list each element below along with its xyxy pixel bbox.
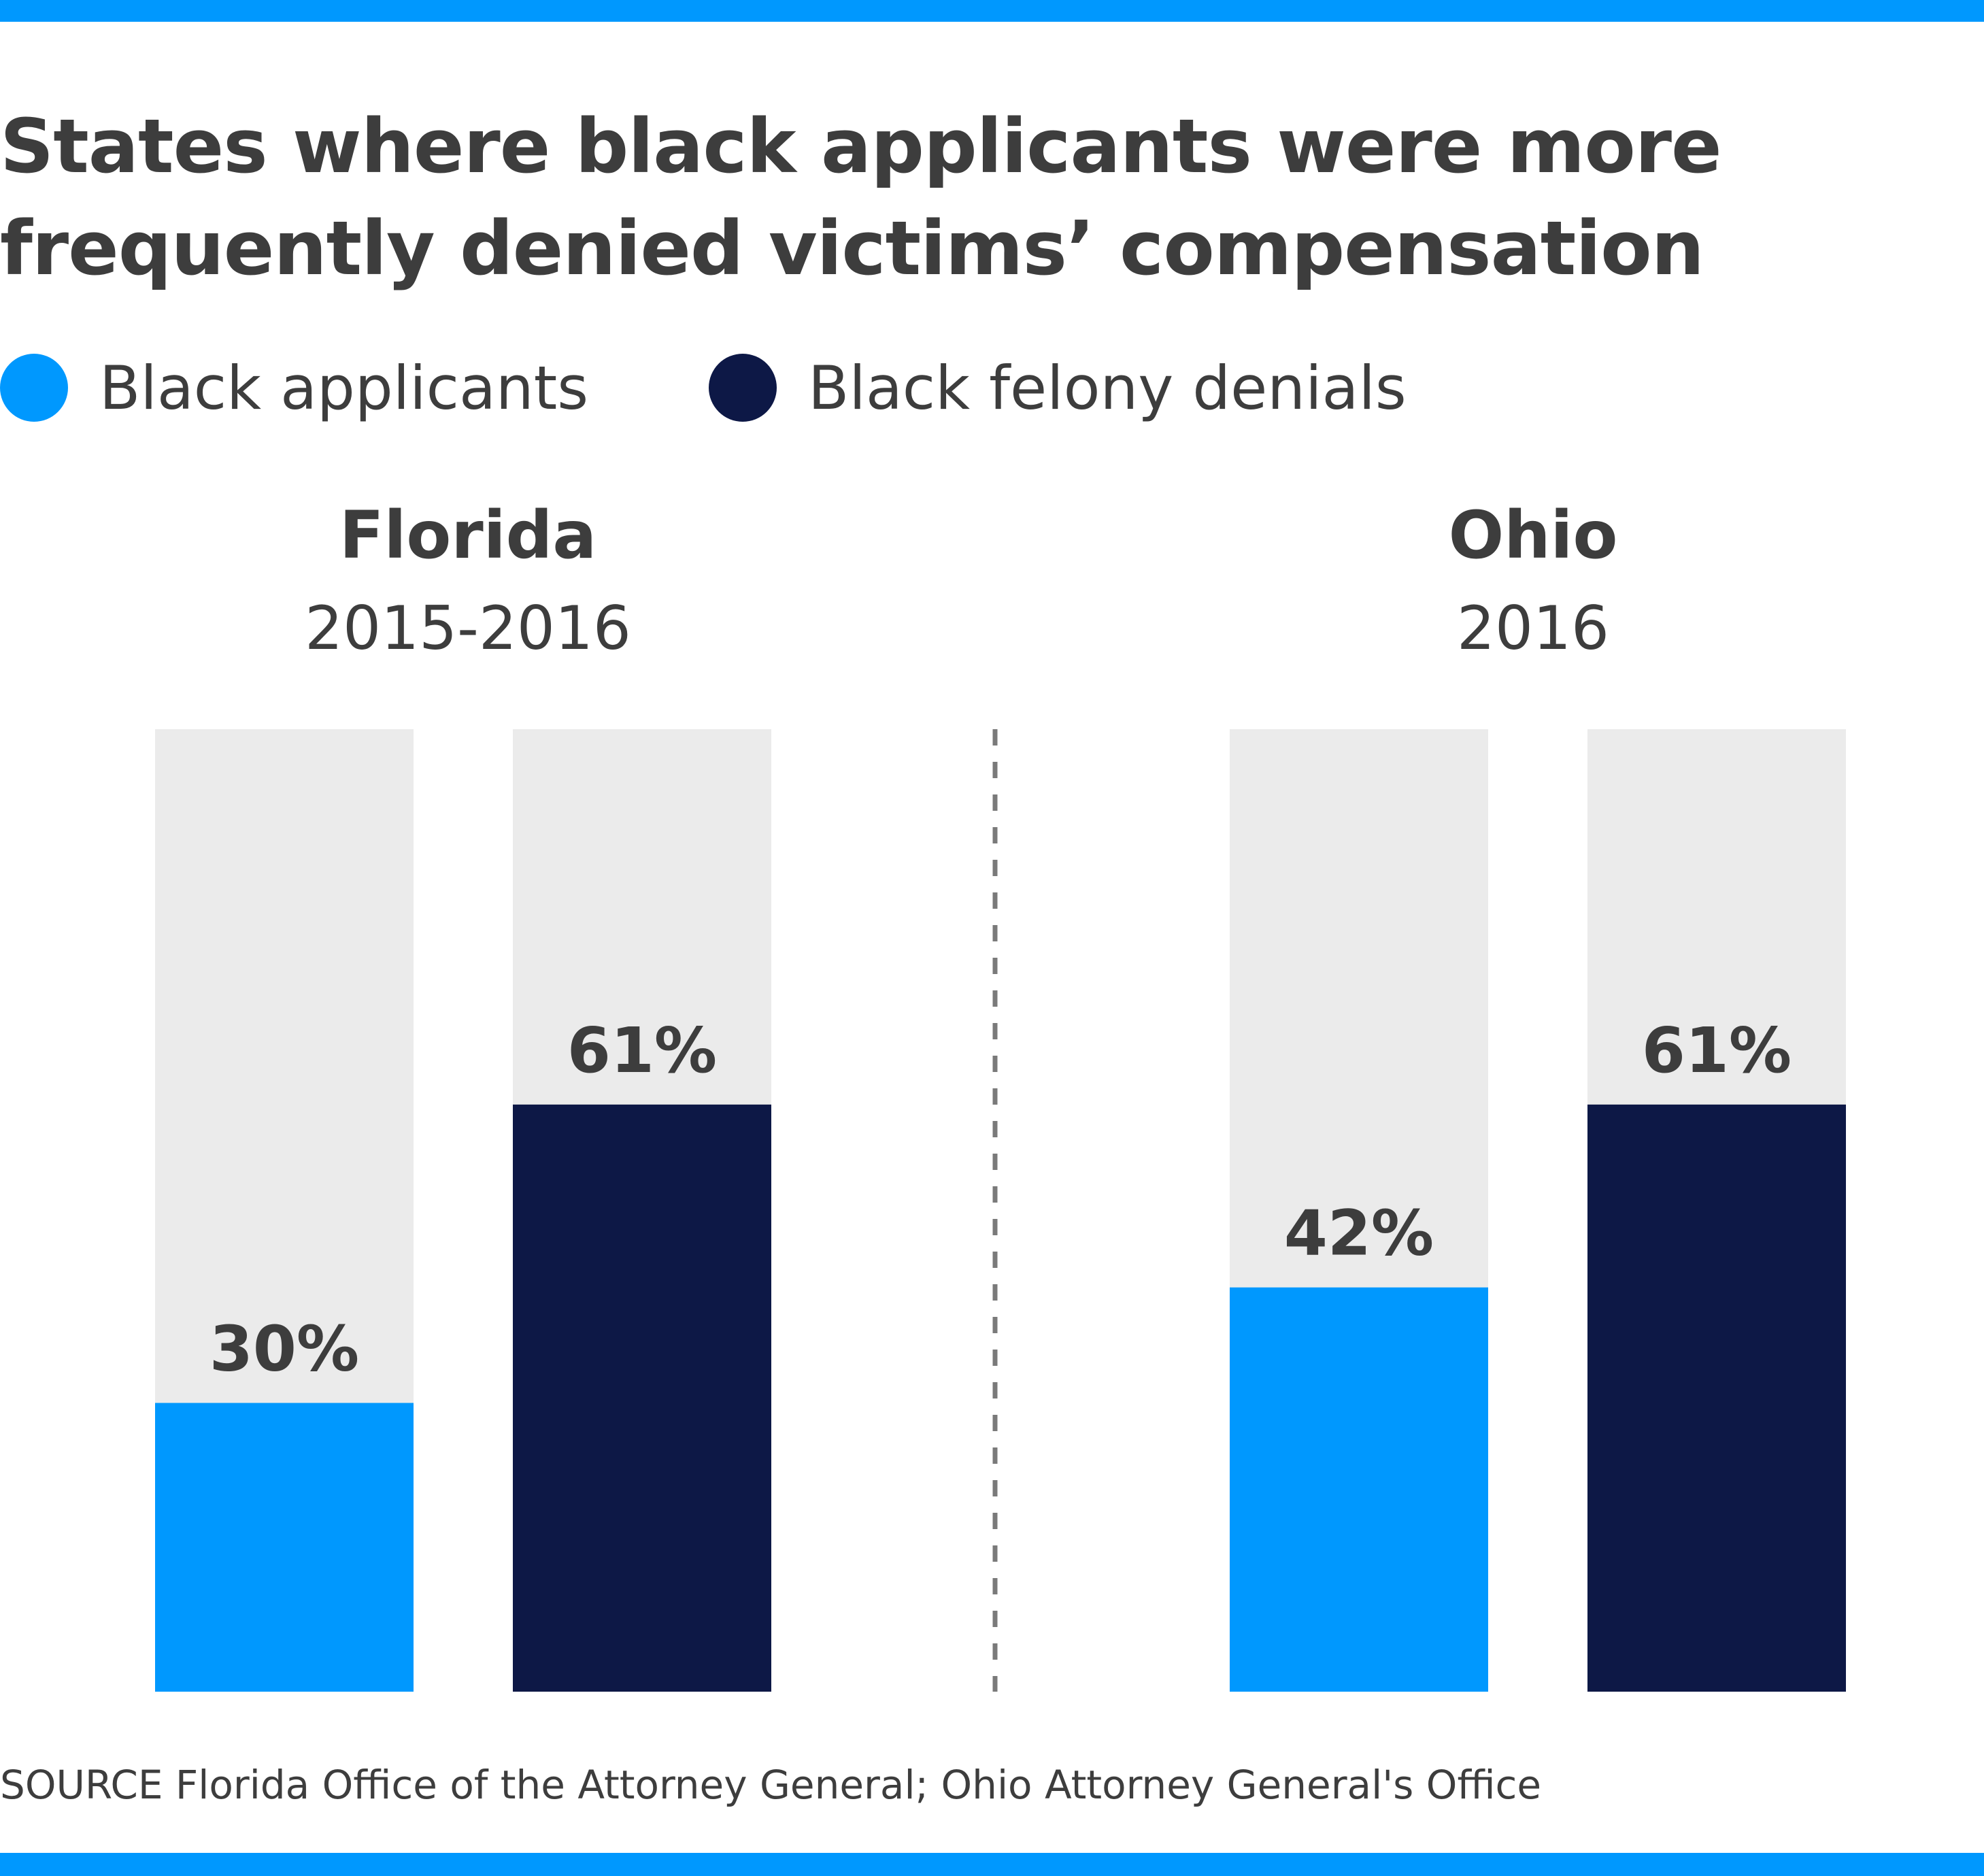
group-period-florida: 2015-2016 [305,593,631,663]
bar-ohio-black-applicants [1230,1287,1488,1692]
legend-label: Black felony denials [808,352,1407,423]
source-note: SOURCE Florida Office of the Attorney Ge… [0,1762,1542,1808]
legend-dot-icon [0,354,68,422]
data-label-ohio-black-applicants: 42% [1284,1197,1434,1270]
legend-label: Black applicants [99,352,589,423]
bar-florida-black-felony-denials [513,1104,771,1692]
chart-title: States where black applicants were more … [0,103,1722,292]
legend-item-black-applicants: Black applicants [0,352,589,423]
data-label-florida-black-applicants: 30% [209,1313,359,1386]
data-label-florida-black-felony-denials: 61% [567,1014,717,1087]
group-name-florida: Florida [339,497,596,573]
legend: Black applicants Black felony denials [0,352,1972,423]
group-name-ohio: Ohio [1449,497,1618,573]
bottom-accent-rule [0,1853,1984,1876]
group-period-ohio: 2016 [1457,593,1609,663]
data-label-ohio-black-felony-denials: 61% [1642,1014,1792,1087]
top-accent-rule [0,0,1984,22]
bar-florida-black-applicants [155,1403,414,1692]
bar-ohio-black-felony-denials [1587,1104,1846,1692]
legend-dot-icon [709,354,777,422]
legend-item-black-felony-denials: Black felony denials [709,352,1407,423]
